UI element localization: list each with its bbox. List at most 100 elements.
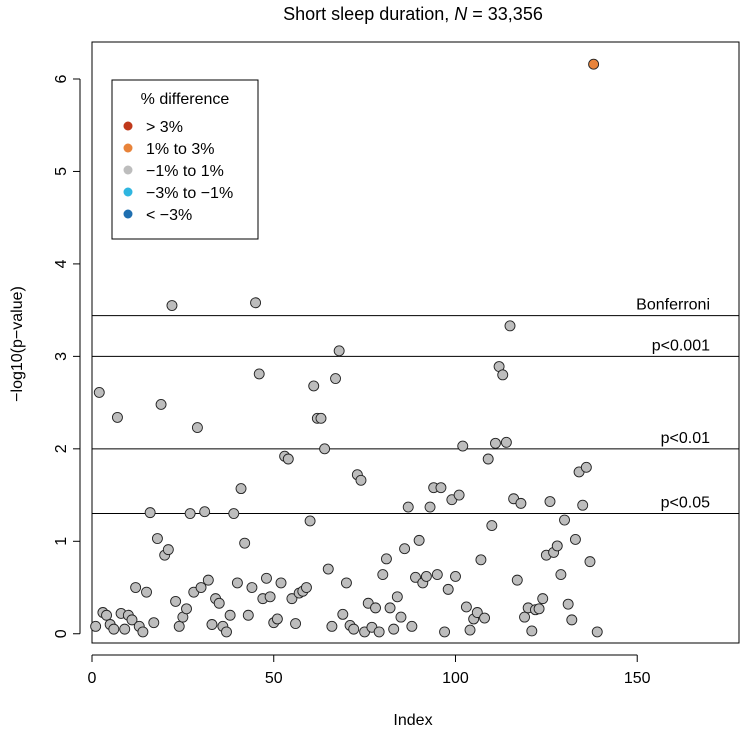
x-tick-label: 50 — [265, 670, 283, 687]
point — [101, 609, 112, 621]
legend-label: −1% to 1% — [146, 163, 224, 180]
point — [515, 497, 527, 509]
point — [410, 571, 421, 583]
point — [479, 612, 491, 624]
point — [482, 453, 494, 465]
threshold-label: p<0.05 — [661, 495, 710, 512]
y-tick-label: 3 — [53, 352, 70, 361]
point — [591, 626, 603, 638]
point — [333, 345, 345, 357]
point — [137, 626, 149, 638]
y-tick-label: 0 — [53, 629, 70, 638]
point — [464, 624, 476, 636]
point — [126, 614, 138, 626]
point — [264, 591, 276, 603]
point — [562, 598, 574, 610]
point — [166, 300, 178, 311]
point — [242, 609, 254, 621]
point — [326, 620, 338, 632]
point — [151, 533, 163, 544]
point — [108, 623, 120, 635]
x-axis-label: Index — [393, 712, 432, 729]
point — [577, 499, 589, 511]
point — [228, 508, 240, 520]
point — [206, 619, 218, 630]
point — [519, 611, 530, 623]
point — [221, 626, 232, 638]
point — [453, 489, 465, 501]
y-tick-label: 1 — [53, 537, 70, 546]
point — [231, 577, 243, 589]
x-tick-label: 100 — [442, 670, 469, 687]
y-tick-label: 5 — [53, 167, 70, 176]
point — [330, 373, 341, 385]
x-axis: 0 50 100 150 — [88, 654, 651, 687]
point — [533, 603, 545, 615]
legend-swatch — [123, 165, 133, 175]
point — [544, 496, 556, 507]
point — [380, 553, 392, 565]
point — [511, 574, 523, 586]
point — [195, 582, 207, 593]
point — [308, 380, 320, 392]
threshold-label: p<0.01 — [661, 430, 710, 447]
point — [144, 507, 156, 519]
point — [526, 625, 538, 637]
y-tick-label: 4 — [53, 259, 70, 268]
point — [442, 583, 454, 595]
point — [431, 569, 443, 581]
legend-label: > 3% — [146, 119, 183, 136]
point — [337, 608, 349, 620]
point — [399, 543, 411, 555]
point — [504, 320, 516, 332]
point — [213, 597, 225, 609]
point — [406, 620, 418, 632]
legend-label: −3% to −1% — [146, 185, 233, 202]
point — [315, 412, 327, 424]
point — [500, 436, 512, 448]
point — [355, 474, 367, 486]
x-tick-label: 0 — [88, 670, 97, 687]
point — [181, 603, 192, 615]
point — [173, 620, 185, 632]
point — [377, 569, 389, 581]
point — [304, 515, 316, 527]
point — [286, 593, 298, 605]
point — [319, 443, 331, 455]
point — [93, 386, 105, 398]
point — [275, 577, 287, 589]
point — [580, 461, 592, 473]
y-tick-label: 6 — [53, 74, 70, 83]
point — [148, 617, 160, 629]
point — [184, 508, 196, 520]
point — [555, 569, 567, 581]
legend-swatch — [123, 121, 133, 131]
point — [435, 482, 447, 494]
point — [340, 577, 352, 589]
point — [424, 501, 436, 513]
legend-title: % difference — [141, 91, 230, 108]
point — [170, 595, 182, 607]
point — [130, 582, 142, 593]
y-axis: 0 1 2 3 4 5 6 — [53, 74, 81, 638]
threshold-label: Bonferroni — [636, 297, 710, 314]
point — [370, 602, 381, 614]
x-tick-label: 150 — [624, 670, 651, 687]
point — [90, 620, 102, 632]
point — [457, 440, 469, 452]
chart-title: Short sleep duration, N = 33,356 — [283, 4, 543, 24]
point — [111, 411, 123, 423]
point — [391, 591, 403, 603]
point — [384, 602, 396, 614]
point — [290, 618, 302, 630]
point — [395, 611, 407, 623]
point — [119, 623, 131, 635]
point — [271, 613, 283, 625]
point — [420, 570, 432, 582]
point — [261, 572, 272, 584]
legend-swatch — [123, 143, 133, 153]
data-points — [90, 58, 603, 638]
legend-swatch — [123, 187, 133, 197]
legend: % difference > 3% 1% to 3% −1% to 1% −3% to … — [111, 79, 259, 240]
point — [413, 534, 425, 546]
